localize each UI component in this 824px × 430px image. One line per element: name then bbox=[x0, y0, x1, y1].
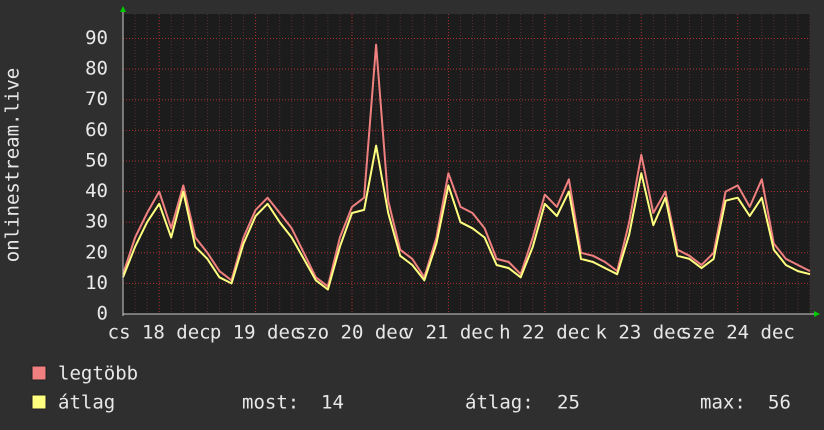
axis-arrow bbox=[120, 6, 126, 12]
legend-label: legtöbb bbox=[58, 363, 138, 385]
stat-label: max: bbox=[700, 392, 746, 414]
x-tick-label: h 22 dec bbox=[499, 322, 591, 344]
y-tick-label: 0 bbox=[97, 303, 108, 325]
legend-swatch bbox=[31, 394, 47, 410]
x-tick-label: szo 20 dec bbox=[295, 322, 409, 344]
x-tick-label: p 19 dec bbox=[210, 322, 302, 344]
y-tick-label: 60 bbox=[85, 119, 108, 141]
y-tick-label: 50 bbox=[85, 149, 108, 171]
stat-label: most: bbox=[242, 392, 299, 414]
x-tick-label: v 21 dec bbox=[403, 322, 495, 344]
y-tick-label: 30 bbox=[85, 211, 108, 233]
legend-label: átlag bbox=[58, 392, 115, 414]
x-tick-label: cs 18 dec bbox=[108, 322, 211, 344]
series-line bbox=[122, 144, 811, 291]
legend-swatch bbox=[31, 365, 47, 381]
x-tick-label: sze 24 dec bbox=[680, 322, 794, 344]
y-tick-label: 20 bbox=[85, 241, 108, 263]
axis-arrow bbox=[814, 311, 820, 317]
series-line bbox=[122, 43, 811, 288]
y-axis-label: onlinestream.live bbox=[2, 68, 24, 262]
y-tick-label: 70 bbox=[85, 88, 108, 110]
stat-value: 14 bbox=[321, 392, 344, 414]
y-tick-label: 80 bbox=[85, 58, 108, 80]
y-tick-label: 10 bbox=[85, 272, 108, 294]
stat-value: 25 bbox=[557, 392, 580, 414]
plot-area bbox=[123, 14, 810, 314]
y-tick-label: 90 bbox=[85, 27, 108, 49]
y-tick-label: 40 bbox=[85, 180, 108, 202]
stat-label: átlag: bbox=[465, 392, 534, 414]
stat-value: 56 bbox=[768, 392, 791, 414]
x-tick-label: k 23 dec bbox=[596, 322, 688, 344]
